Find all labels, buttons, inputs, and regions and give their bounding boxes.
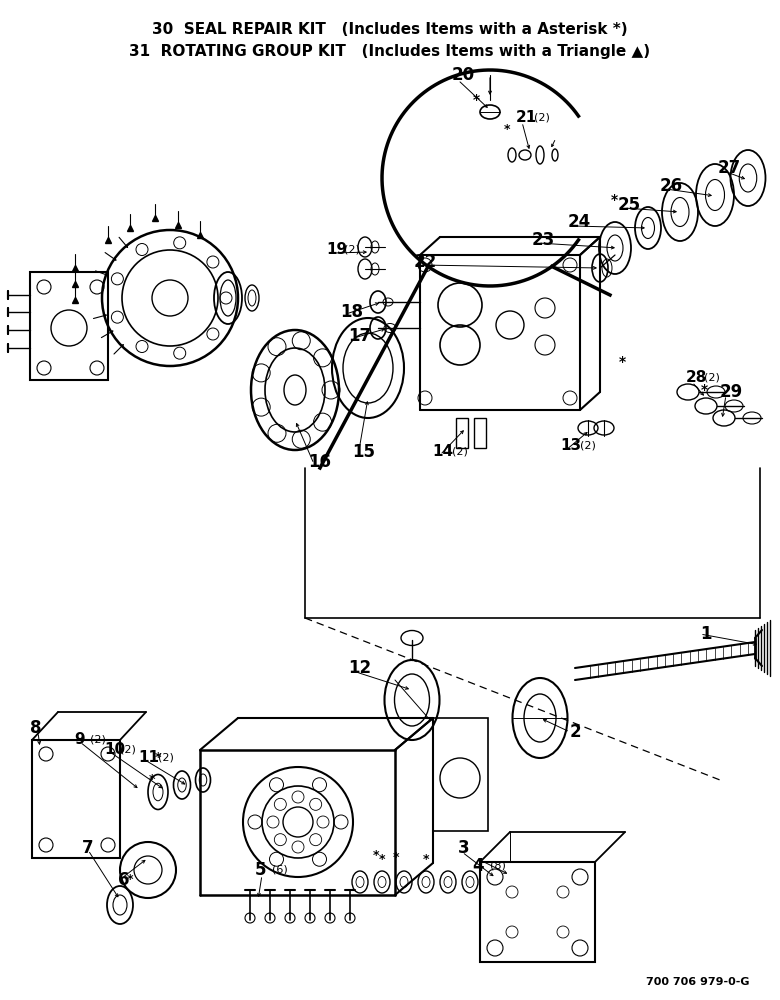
Text: (6): (6) bbox=[272, 865, 288, 875]
Text: 2: 2 bbox=[570, 723, 582, 741]
Text: (2): (2) bbox=[158, 753, 174, 763]
Text: *: * bbox=[149, 774, 155, 786]
Text: 28: 28 bbox=[686, 370, 707, 385]
Text: 15: 15 bbox=[352, 443, 375, 461]
Text: 18: 18 bbox=[340, 303, 363, 321]
Text: *: * bbox=[473, 93, 480, 107]
Text: (2): (2) bbox=[120, 745, 136, 755]
Text: 31  ROTATING GROUP KIT   (Includes Items with a Triangle ▲): 31 ROTATING GROUP KIT (Includes Items wi… bbox=[129, 44, 651, 59]
Text: 10: 10 bbox=[104, 742, 125, 758]
Bar bbox=[474, 418, 486, 448]
Text: *: * bbox=[379, 854, 385, 866]
Text: *: * bbox=[393, 852, 399, 864]
Text: 13: 13 bbox=[560, 438, 581, 454]
Bar bbox=[456, 418, 468, 448]
Text: 22: 22 bbox=[414, 253, 438, 271]
Text: *: * bbox=[373, 850, 379, 862]
Text: 26: 26 bbox=[660, 177, 683, 195]
Text: 21: 21 bbox=[516, 110, 537, 125]
Text: (8): (8) bbox=[490, 861, 506, 871]
Bar bbox=[32, 740, 120, 858]
Text: *: * bbox=[504, 123, 510, 136]
Text: 7: 7 bbox=[82, 839, 94, 857]
Text: (2): (2) bbox=[704, 373, 720, 383]
Text: (2): (2) bbox=[344, 245, 360, 255]
Text: *: * bbox=[700, 383, 707, 397]
Text: 24: 24 bbox=[568, 213, 591, 231]
Text: 5: 5 bbox=[255, 861, 267, 879]
Text: *: * bbox=[423, 854, 429, 866]
Text: 4: 4 bbox=[472, 857, 484, 875]
Text: 14: 14 bbox=[432, 444, 453, 460]
Text: 30  SEAL REPAIR KIT   (Includes Items with a Asterisk *): 30 SEAL REPAIR KIT (Includes Items with … bbox=[152, 22, 628, 37]
Text: 700 706 979-0-G: 700 706 979-0-G bbox=[647, 977, 750, 987]
Text: 25: 25 bbox=[618, 196, 641, 214]
Bar bbox=[30, 272, 108, 380]
Text: (2): (2) bbox=[452, 447, 468, 457]
Text: 9: 9 bbox=[74, 732, 84, 748]
Text: *: * bbox=[611, 193, 618, 207]
Text: 11: 11 bbox=[138, 750, 159, 766]
Bar bbox=[433, 718, 488, 831]
Text: 29: 29 bbox=[720, 383, 743, 401]
Text: 23: 23 bbox=[532, 231, 555, 249]
Text: *: * bbox=[619, 355, 626, 369]
Text: *: * bbox=[154, 752, 161, 764]
Text: 3: 3 bbox=[458, 839, 470, 857]
Text: (2): (2) bbox=[580, 441, 596, 451]
Text: 17: 17 bbox=[348, 327, 371, 345]
Text: (2): (2) bbox=[90, 735, 106, 745]
Text: 16: 16 bbox=[308, 453, 331, 471]
Text: 1: 1 bbox=[700, 625, 711, 643]
Text: 27: 27 bbox=[718, 159, 741, 177]
Bar bbox=[480, 862, 595, 962]
Text: 6: 6 bbox=[118, 871, 129, 889]
Text: 19: 19 bbox=[326, 242, 347, 257]
Text: 8: 8 bbox=[30, 719, 41, 737]
Text: *: * bbox=[126, 874, 133, 886]
Text: 12: 12 bbox=[348, 659, 371, 677]
Text: 20: 20 bbox=[452, 66, 475, 84]
Text: (2): (2) bbox=[534, 113, 550, 123]
